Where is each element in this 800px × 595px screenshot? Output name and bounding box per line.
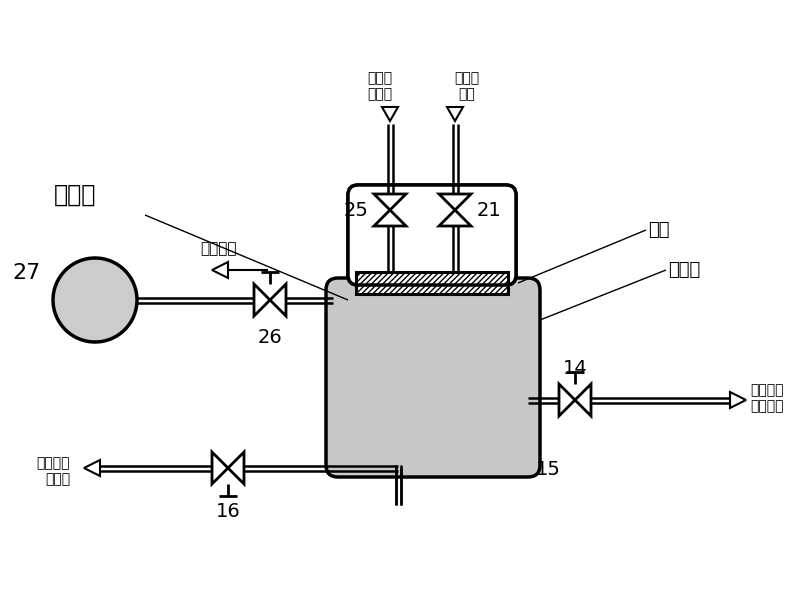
Text: 活塞: 活塞 (648, 221, 670, 239)
Polygon shape (374, 194, 406, 210)
Polygon shape (447, 107, 463, 121)
Text: 16: 16 (216, 502, 240, 521)
FancyBboxPatch shape (348, 185, 516, 285)
FancyBboxPatch shape (348, 185, 516, 285)
Polygon shape (270, 284, 286, 316)
Bar (356, 272, 508, 294)
Polygon shape (382, 107, 398, 121)
Text: 25: 25 (343, 201, 368, 220)
Polygon shape (254, 284, 270, 316)
Circle shape (53, 258, 137, 342)
Bar (356, 272, 508, 294)
Polygon shape (228, 452, 244, 484)
Text: 去高压油
泵进口: 去高压油 泵进口 (37, 456, 70, 486)
Polygon shape (439, 210, 471, 226)
Polygon shape (730, 392, 746, 408)
Polygon shape (439, 194, 471, 210)
Polygon shape (212, 262, 228, 278)
Polygon shape (212, 452, 228, 484)
Polygon shape (575, 384, 591, 416)
Text: 26: 26 (258, 328, 282, 347)
FancyBboxPatch shape (326, 278, 540, 477)
Polygon shape (84, 460, 100, 476)
Text: 来自高效
油分离器: 来自高效 油分离器 (750, 383, 783, 413)
Text: 来自测
试段: 来自测 试段 (454, 71, 479, 101)
Text: 观察窗: 观察窗 (668, 261, 700, 279)
Text: 21: 21 (477, 201, 502, 220)
Polygon shape (374, 210, 406, 226)
Text: 排放到
环境中: 排放到 环境中 (367, 71, 393, 101)
Bar (356, 272, 508, 294)
Text: 去真空泵: 去真空泵 (200, 241, 236, 256)
Text: 14: 14 (562, 359, 587, 378)
Text: 15: 15 (536, 460, 561, 479)
Text: 润滑油: 润滑油 (54, 183, 96, 207)
Polygon shape (559, 384, 575, 416)
Text: 27: 27 (13, 263, 41, 283)
